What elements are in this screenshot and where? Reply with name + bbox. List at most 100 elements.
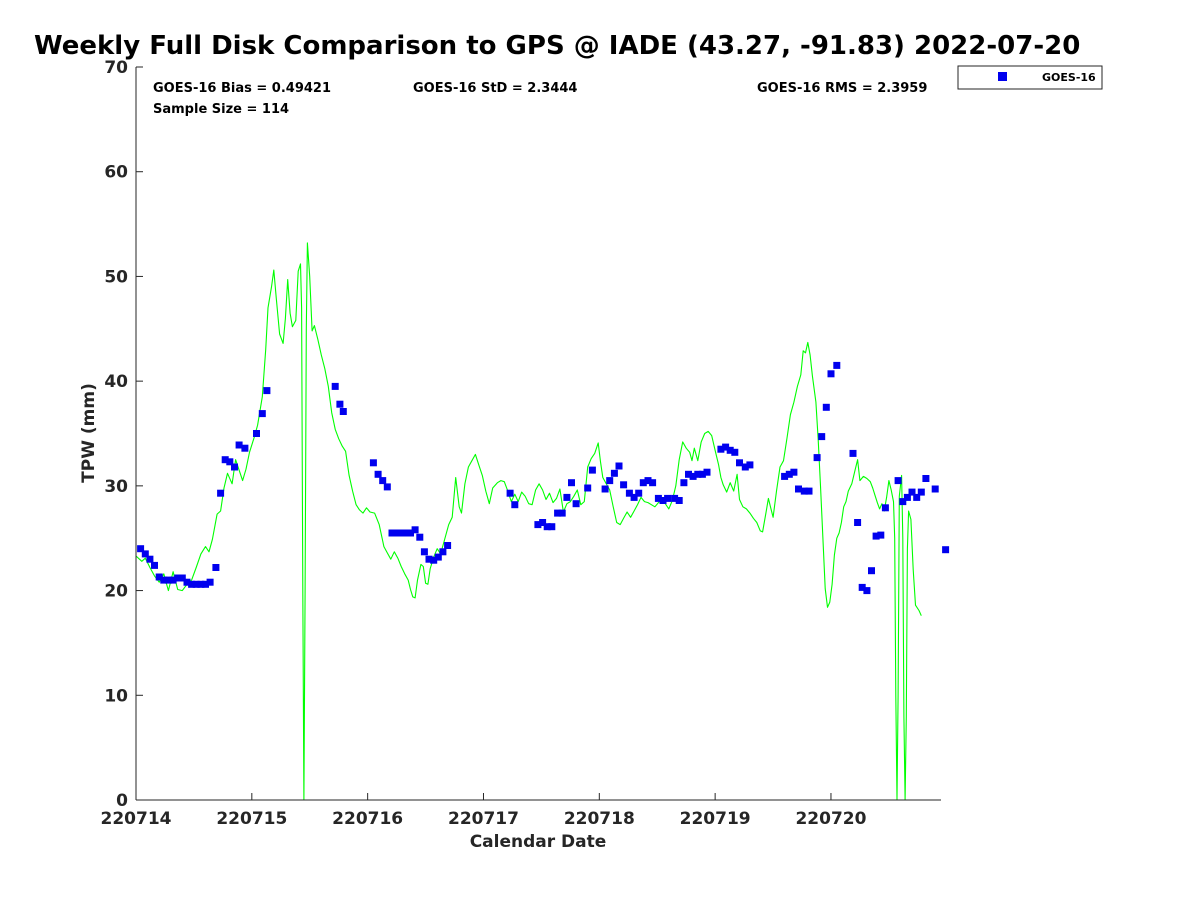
goes-16-point [511, 501, 519, 509]
goes-16-point [639, 479, 647, 487]
goes-16-point [731, 448, 739, 456]
goes-16-point [877, 531, 885, 539]
goes-16-point [539, 519, 547, 526]
goes-16-point [425, 555, 433, 563]
goes-16-point [402, 529, 410, 537]
goes-16-point [416, 533, 424, 541]
goes-16-point [654, 494, 662, 502]
goes-16-point [568, 479, 575, 487]
goes-16-point [680, 479, 688, 487]
goes-16-point [388, 529, 396, 537]
goes-16-point [231, 463, 238, 471]
x-ticks: 220714 220715 220716 220717 220718 220719 2207… [101, 793, 867, 829]
goes-16-point [785, 470, 793, 478]
legend-goes-16-label: GOES-16 [1042, 71, 1096, 84]
goes-16-point [183, 578, 191, 586]
goes-16-point [872, 532, 880, 540]
goes-16-point [899, 498, 907, 506]
goes-16-point [671, 494, 679, 502]
goes-16-point [849, 449, 857, 457]
sample-size-stat: Sample Size = 114 [153, 102, 289, 117]
goes-16-point [155, 573, 163, 581]
goes-16-point [833, 361, 841, 369]
x-tick-label: 220719 [680, 809, 751, 829]
goes-16-point [434, 553, 442, 561]
goes-16-point [726, 446, 734, 454]
goes-16-point [253, 430, 260, 437]
goes-16-point [420, 548, 428, 556]
goes-16-point [649, 479, 657, 487]
goes-16-point [226, 458, 234, 466]
goes-16-point [430, 556, 438, 564]
goes-16-point [601, 485, 609, 493]
goes-16-point [369, 459, 377, 467]
goes-16-point [659, 497, 667, 504]
goes-16-point [164, 576, 172, 584]
x-tick-label: 220715 [216, 809, 287, 829]
goes-16-point [212, 564, 220, 571]
goes-16-point [534, 521, 542, 529]
legend-goes-16-marker [998, 72, 1007, 81]
goes-16-point [188, 580, 196, 588]
goes-16-point [863, 587, 871, 595]
goes-16-point [331, 382, 339, 390]
chart-title: Weekly Full Disk Comparison to GPS @ IAD… [34, 31, 1080, 61]
goes-16-point [894, 477, 902, 485]
goes-16-point [800, 487, 808, 495]
goes-16-point [827, 370, 835, 378]
goes-16-point [790, 468, 798, 476]
y-tick-label: 60 [104, 163, 128, 183]
goes-16-point [263, 387, 271, 395]
axes-background [136, 67, 941, 800]
y-tick-label: 20 [104, 582, 128, 602]
axes-frame [135, 67, 941, 801]
goes-16-point [854, 519, 862, 526]
goes-16-point [584, 484, 592, 492]
goes-16-point [689, 472, 697, 480]
goes-16-point [178, 574, 186, 582]
goes-16-point [169, 576, 177, 584]
goes-16-point [664, 494, 672, 502]
std-stat: GOES-16 StD = 2.3444 [413, 81, 577, 96]
goes-16-point [942, 546, 950, 554]
goes-16-point [698, 470, 706, 478]
y-tick-label: 0 [116, 791, 128, 811]
goes-16-point [160, 576, 168, 584]
y-ticks: 0 10 20 30 40 50 60 70 [104, 58, 143, 811]
goes-16-series [137, 361, 950, 595]
goes-16-point [563, 493, 571, 501]
goes-16-point [543, 523, 551, 531]
goes-16-point [615, 462, 623, 470]
legend: GOES-16 [957, 65, 1103, 90]
goes-16-point [339, 408, 347, 415]
x-axis-label: Calendar Date [470, 832, 607, 852]
goes-16-point [913, 493, 921, 501]
goes-16-point [630, 493, 638, 501]
goes-16-point [795, 485, 802, 493]
goes-16-point [141, 550, 149, 558]
y-tick-label: 50 [104, 267, 128, 287]
goes-16-point [374, 470, 382, 478]
goes-16-point [506, 489, 514, 497]
goes-16-point [383, 483, 391, 491]
goes-16-point [548, 523, 556, 531]
goes-16-point [221, 456, 229, 464]
goes-16-point [903, 493, 911, 501]
goes-16-point [717, 445, 725, 453]
goes-16-point [922, 475, 930, 482]
goes-16-point [868, 567, 875, 575]
goes-16-point [379, 477, 387, 485]
goes-16-point [917, 488, 925, 496]
legend-box [957, 65, 1103, 90]
goes-16-point [439, 548, 447, 556]
y-axis-label: TPW (mm) [79, 383, 99, 483]
goes-16-point [703, 468, 711, 476]
goes-16-point [694, 470, 702, 478]
goes-16-point [217, 489, 225, 497]
goes-16-point [822, 403, 830, 411]
goes-16-point [174, 574, 182, 582]
plot-area [136, 67, 941, 800]
goes-16-point [235, 441, 243, 449]
x-tick-label: 220718 [564, 809, 635, 829]
